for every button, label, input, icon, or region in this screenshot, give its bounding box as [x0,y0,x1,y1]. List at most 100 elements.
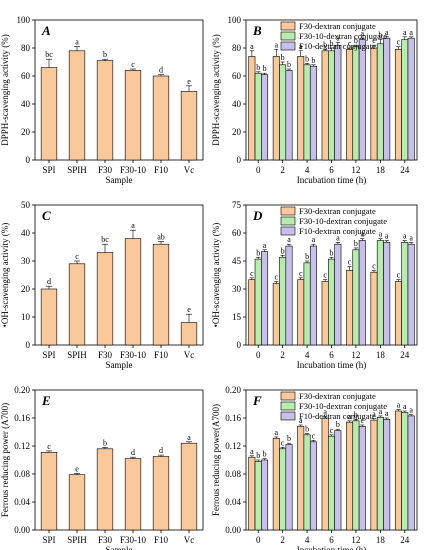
series-3-significance-label: a [287,235,291,244]
y-tick-label: 0.16 [14,413,30,423]
bar [124,458,142,531]
series-3-bar [285,70,293,161]
y-tick-label: 0.08 [14,469,30,479]
x-tick-label: 2 [280,350,285,360]
series-3-bar [358,426,366,531]
x-tick-label: 12 [351,165,360,175]
x-tick-label: F30-10 [120,535,147,545]
series-1-significance-label: a [348,412,352,421]
series-2-significance-label: b [305,252,309,261]
x-axis-title: Sample [106,360,133,370]
legend-swatch [280,21,296,31]
y-tick-label: 0.12 [14,441,30,451]
x-axis-title: Incubation time (h) [297,545,366,550]
legend-entry: F10-dextran conjugate [299,41,376,51]
legend-swatch [280,391,296,401]
y-axis-title: •OH-scavenging activity (%) [211,223,221,328]
series-1-significance-label: c [348,39,352,48]
series-3-significance-label: b [263,450,267,459]
series-3-bar [358,240,366,346]
legend-swatch [280,401,296,411]
series-2-significance-label: b [256,63,260,72]
bar [68,50,86,161]
series-2-significance-label: a [403,28,407,37]
y-tick-label: 0.08 [225,469,241,479]
series-3-bar [334,430,342,531]
series-2-significance-label: b [256,451,260,460]
significance-label: d [47,277,51,286]
series-3-bar [407,243,415,346]
series-3-bar [309,65,317,161]
series-3-bar [334,243,342,346]
y-tick-label: 60 [21,71,31,81]
series-1-bar [370,47,378,161]
x-tick-label: F30-10 [120,165,147,175]
x-axis-title: Sample [106,175,133,185]
bar [96,448,114,531]
series-2-significance-label: b [281,53,285,62]
series-1-significance-label: a [275,40,279,49]
series-1-significance-label: c [275,273,279,282]
series-3-significance-label: a [360,29,364,38]
series-1-significance-label: a [299,416,303,425]
y-tick-label: 0 [26,340,31,350]
significance-label: b [103,438,107,447]
y-tick-label: 0.20 [225,385,241,395]
series-1-bar [346,421,354,531]
bar [96,60,114,161]
y-axis-title: DPPH-scavenging activity (%) [211,34,221,145]
x-tick-label: Vc [184,350,195,360]
significance-label: c [47,442,51,451]
x-tick-label: Vc [184,535,195,545]
x-tick-label: 4 [305,535,310,545]
bar [124,70,142,161]
series-3-significance-label: a [409,233,413,242]
panel-letter: B [252,23,262,38]
x-tick-label: F10 [154,165,169,175]
x-tick-label: SPI [42,350,55,360]
significance-label: c [131,60,135,69]
y-tick-label: 80 [232,43,242,53]
series-2-bar [328,50,335,161]
x-tick-label: SPIH [67,165,87,175]
y-tick-label: 75 [232,200,242,210]
series-1-bar [321,417,329,531]
y-tick-label: 50 [21,200,31,210]
y-tick-label: 30 [21,256,31,266]
panel-c: 0 10 20 30 40 50 SPI SPIH F30 F30-10 F10 Vc Sample •O… [0,200,204,370]
series-1-bar [394,410,402,531]
significance-label: d [159,446,163,455]
x-tick-label: SPIH [67,535,87,545]
x-axis-title: Incubation time (h) [297,175,366,185]
bar [40,67,58,161]
series-1-bar [248,456,256,531]
y-tick-label: 20 [232,127,242,137]
y-tick-label: 0.04 [14,497,30,507]
series-3-significance-label: a [385,28,389,37]
series-3-significance-label: b [263,64,267,73]
significance-label: bc [45,50,53,59]
x-tick-label: 24 [400,535,410,545]
series-2-bar [376,416,384,531]
series-1-bar [346,49,354,161]
panel-f: 0.000.040.080.120.160.200 2 4 6 12 18 24Incuba… [211,385,418,550]
series-1-significance-label: a [250,42,254,51]
series-3-bar [407,37,415,161]
significance-label: e [75,464,79,473]
legend-entry: F30-dextran conjugate [299,206,376,216]
significance-label: bc [101,235,109,244]
series-2-bar [279,448,287,531]
legend-swatch [280,41,296,51]
series-2-bar [328,258,335,346]
series-1-significance-label: c [372,261,376,270]
series-1-bar [248,56,256,161]
series-3-bar [261,251,269,346]
series-1-significance-label: a [323,408,327,417]
legend-entry: F30-dextran conjugate [299,21,376,31]
series-2-significance-label: a [403,402,407,411]
series-3-significance-label: a [263,241,267,250]
series-2-bar [401,39,409,161]
